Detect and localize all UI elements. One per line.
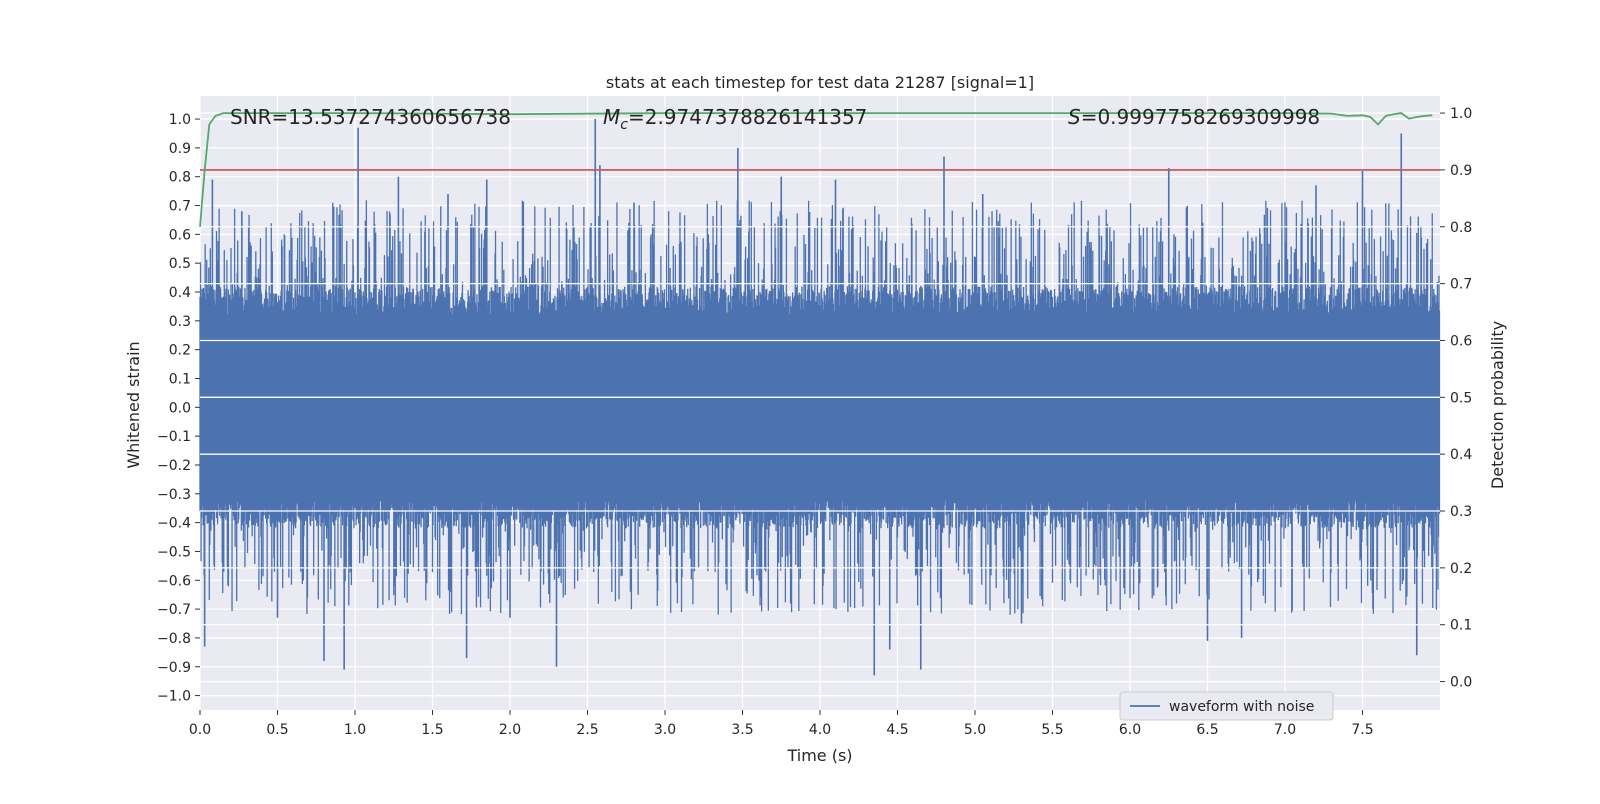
y-right-tick-label: 0.7 xyxy=(1450,277,1472,293)
y-tick-label: 0.1 xyxy=(169,371,191,387)
x-tick-label: 1.5 xyxy=(421,722,443,738)
x-tick-label: 1.0 xyxy=(344,722,366,738)
y-right-tick-label: 0.6 xyxy=(1450,333,1472,349)
y-tick-label: −0.6 xyxy=(157,573,191,589)
x-tick-label: 7.5 xyxy=(1351,722,1373,738)
x-tick-label: 3.0 xyxy=(654,722,676,738)
score-value: =0.9997758269309998 xyxy=(1081,105,1320,129)
chirp-mass-value: =2.9747378826141357 xyxy=(628,105,867,129)
x-tick-label: 4.5 xyxy=(886,722,908,738)
x-tick-label: 7.0 xyxy=(1274,722,1296,738)
waveform-layer xyxy=(199,119,1441,676)
y-tick-label: −0.9 xyxy=(157,660,191,676)
y-tick-label: 1.0 xyxy=(169,112,191,128)
y-right-tick-label: 0.9 xyxy=(1450,163,1472,179)
y-right-tick-label: 0.3 xyxy=(1450,504,1472,520)
x-tick-label: 2.0 xyxy=(499,722,521,738)
y-tick-label: 0.8 xyxy=(169,170,191,186)
x-tick-label: 3.5 xyxy=(731,722,753,738)
y-right-tick-label: 1.0 xyxy=(1450,106,1472,122)
x-tick-label: 5.5 xyxy=(1041,722,1063,738)
x-axis-label: Time (s) xyxy=(786,746,852,765)
chirp-mass-symbol: M xyxy=(603,105,620,129)
x-tick-label: 6.5 xyxy=(1196,722,1218,738)
y-tick-label: −0.1 xyxy=(157,429,191,445)
y-right-tick-label: 0.8 xyxy=(1450,220,1472,236)
y-right-tick-label: 0.5 xyxy=(1450,390,1472,406)
chirp-mass-annotation: Mc=2.9747378826141357 xyxy=(603,105,867,133)
x-tick-label: 4.0 xyxy=(809,722,831,738)
y-tick-label: 0.0 xyxy=(169,400,191,416)
y-tick-label: 0.6 xyxy=(169,227,191,243)
y-tick-label: −0.8 xyxy=(157,631,191,647)
y-tick-label: 0.3 xyxy=(169,314,191,330)
y-tick-label: −0.2 xyxy=(157,458,191,474)
y-axis-label: Whitened strain xyxy=(124,341,143,468)
y-tick-label: −0.4 xyxy=(157,516,191,532)
waveform-core-band xyxy=(200,315,1440,500)
legend-box xyxy=(1119,691,1334,721)
x-tick-label: 0.5 xyxy=(266,722,288,738)
y-tick-label: −1.0 xyxy=(157,689,191,705)
y-right-tick-label: 0.1 xyxy=(1450,618,1472,634)
x-tick-label: 2.5 xyxy=(576,722,598,738)
lines-layer xyxy=(199,112,1440,227)
detection-probability-line xyxy=(199,112,1433,227)
score-symbol: S xyxy=(1068,105,1081,129)
legend-label: waveform with noise xyxy=(1169,699,1314,715)
y-tick-label: 0.7 xyxy=(169,199,191,215)
y-tick-label: 0.2 xyxy=(169,343,191,359)
y-tick-label: 0.5 xyxy=(169,256,191,272)
y-tick-label: 0.4 xyxy=(169,285,191,301)
legend: waveform with noise xyxy=(1119,691,1334,721)
y-right-tick-label: 0.0 xyxy=(1450,675,1472,691)
y-tick-label: −0.5 xyxy=(157,544,191,560)
score-annotation: S=0.9997758269309998 xyxy=(1068,105,1320,129)
x-tick-label: 5.0 xyxy=(964,722,986,738)
y-right-tick-label: 0.4 xyxy=(1450,447,1472,463)
y-axis-right-label: Detection probability xyxy=(1488,321,1507,489)
y-tick-label: −0.3 xyxy=(157,487,191,503)
chart-title: stats at each timestep for test data 212… xyxy=(606,73,1034,92)
y-tick-label: 0.9 xyxy=(169,141,191,157)
y-right-tick-label: 0.2 xyxy=(1450,561,1472,577)
snr-annotation: SNR=13.537274360656738 xyxy=(230,105,511,129)
y-tick-label: −0.7 xyxy=(157,602,191,618)
ticks-layer: 0.0 0.5 1.0 1.5 2.0 2.5 3.0 3.5 4.0 4.5 5.0 5.5 6.0 6… xyxy=(157,106,1472,738)
x-tick-label: 0.0 xyxy=(189,722,211,738)
x-tick-label: 6.0 xyxy=(1119,722,1141,738)
chirp-mass-subscript: c xyxy=(620,117,628,133)
